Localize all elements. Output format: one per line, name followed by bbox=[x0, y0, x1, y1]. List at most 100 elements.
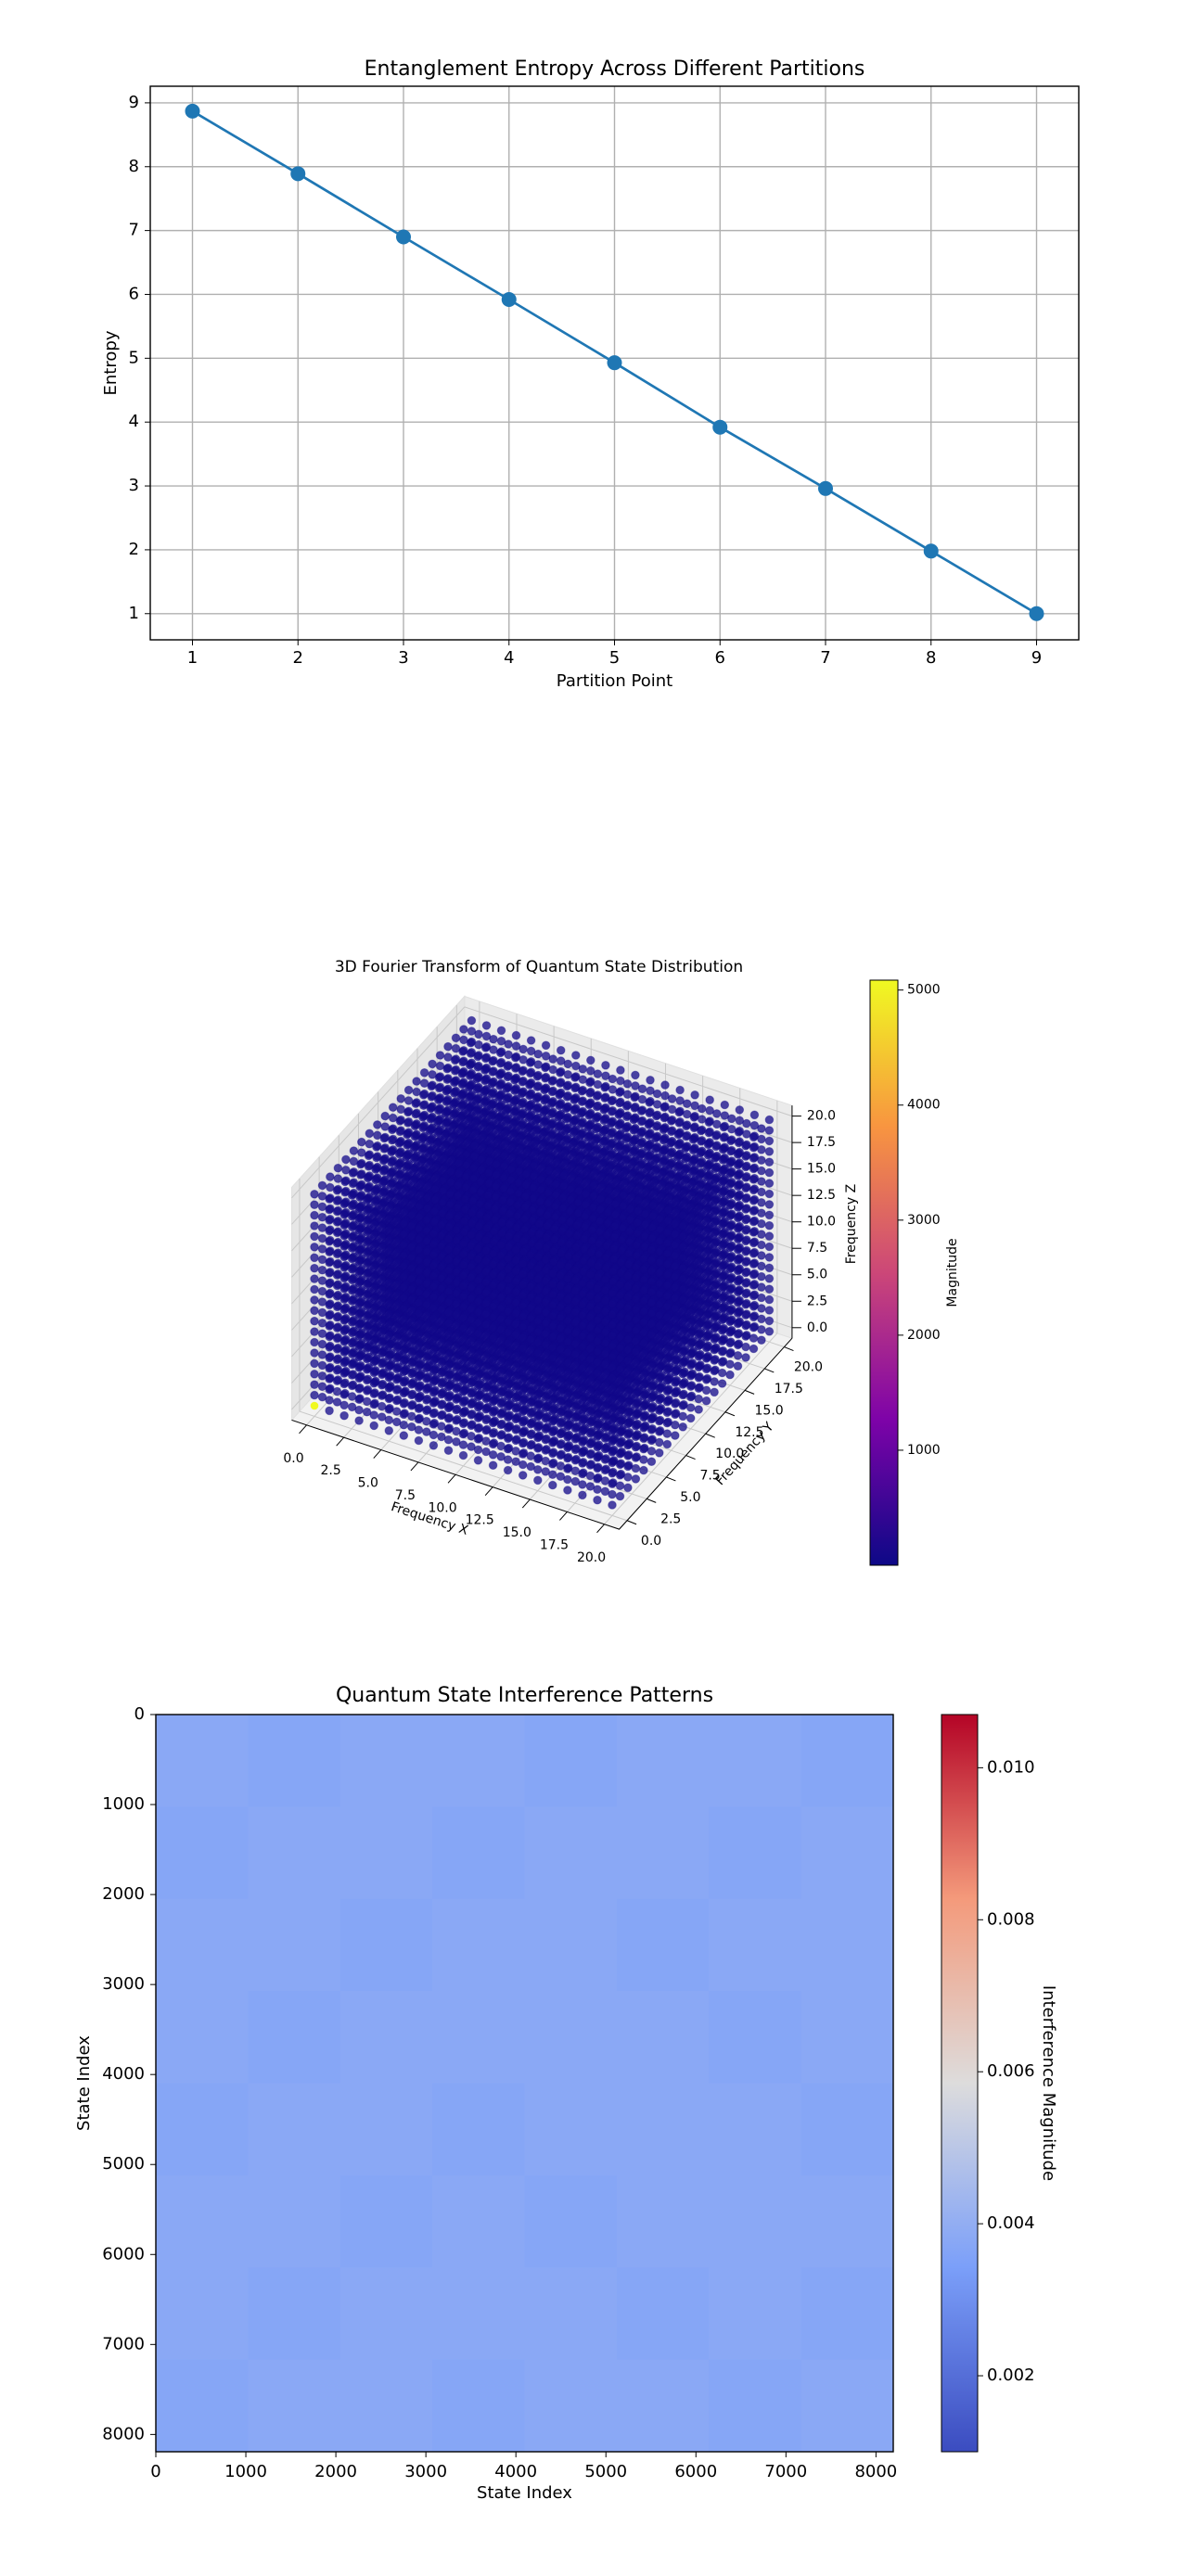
data-point bbox=[725, 1254, 735, 1263]
data-point bbox=[718, 1144, 728, 1154]
data-point bbox=[717, 1241, 727, 1251]
x-axis-label: Partition Point bbox=[557, 671, 672, 691]
data-point bbox=[517, 1089, 527, 1099]
data-point bbox=[433, 1095, 443, 1104]
x-tick-label: 5 bbox=[609, 648, 620, 668]
data-point bbox=[1029, 606, 1044, 621]
data-point bbox=[465, 1060, 475, 1070]
data-point bbox=[701, 1237, 711, 1247]
data-point bbox=[694, 1362, 704, 1372]
data-point bbox=[749, 1196, 759, 1205]
data-point bbox=[749, 1217, 759, 1227]
data-point bbox=[526, 1046, 536, 1056]
data-point bbox=[522, 1147, 532, 1157]
data-point bbox=[480, 1065, 490, 1075]
z-tick-label: 2.5 bbox=[807, 1294, 827, 1308]
data-point bbox=[481, 1021, 492, 1030]
data-point bbox=[733, 1361, 743, 1371]
data-point bbox=[634, 1173, 644, 1183]
data-point bbox=[764, 1200, 775, 1209]
data-point bbox=[712, 419, 728, 435]
data-point bbox=[695, 1171, 704, 1180]
data-point bbox=[583, 1122, 593, 1132]
y-tick-label: 12.5 bbox=[735, 1425, 763, 1440]
data-point bbox=[577, 1087, 587, 1096]
data-point bbox=[568, 1140, 578, 1150]
data-point bbox=[616, 1076, 625, 1086]
data-point bbox=[485, 1124, 495, 1133]
data-point bbox=[720, 1100, 730, 1110]
data-point bbox=[694, 1384, 704, 1393]
data-point bbox=[464, 1105, 473, 1115]
data-point bbox=[442, 1064, 452, 1074]
data-point bbox=[544, 1143, 555, 1154]
x-tick-label: 0.0 bbox=[283, 1451, 303, 1466]
x-tick-label: 7.5 bbox=[395, 1488, 416, 1503]
y-tick-label: 2 bbox=[129, 540, 139, 559]
data-point bbox=[584, 1100, 594, 1110]
data-point bbox=[578, 1065, 588, 1074]
data-point bbox=[757, 1177, 766, 1186]
data-point bbox=[449, 1100, 458, 1110]
data-point bbox=[526, 1036, 536, 1045]
data-point bbox=[710, 1366, 719, 1376]
data-point bbox=[710, 1186, 719, 1196]
data-point bbox=[507, 1142, 517, 1152]
data-point bbox=[495, 1048, 506, 1058]
data-point bbox=[741, 1173, 750, 1182]
data-point bbox=[388, 1103, 398, 1112]
data-point bbox=[726, 1136, 736, 1146]
data-point bbox=[694, 1256, 704, 1267]
data-point bbox=[764, 1167, 775, 1178]
data-point bbox=[537, 1152, 547, 1162]
data-point bbox=[185, 103, 200, 119]
data-point bbox=[690, 1090, 699, 1100]
data-point bbox=[725, 1232, 735, 1243]
y-tick-label: 17.5 bbox=[775, 1382, 803, 1396]
data-point bbox=[659, 1125, 669, 1135]
data-point bbox=[559, 1148, 570, 1158]
data-point bbox=[705, 1105, 715, 1116]
data-point bbox=[818, 480, 833, 496]
data-point bbox=[701, 1385, 711, 1396]
data-point bbox=[636, 1106, 647, 1116]
data-point bbox=[664, 1183, 673, 1192]
data-point bbox=[694, 1225, 704, 1234]
y-tick bbox=[626, 1520, 637, 1525]
x-tick bbox=[521, 1498, 531, 1509]
data-point bbox=[523, 1125, 532, 1135]
data-point bbox=[749, 1344, 759, 1354]
data-point bbox=[704, 1117, 714, 1128]
data-point bbox=[749, 1120, 760, 1130]
data-point bbox=[593, 1069, 603, 1078]
y-tick bbox=[666, 1476, 676, 1482]
data-point bbox=[541, 1063, 550, 1073]
data-point bbox=[757, 1304, 766, 1313]
data-point bbox=[428, 1059, 437, 1069]
data-point bbox=[741, 1141, 750, 1151]
data-point bbox=[651, 1133, 660, 1143]
data-point bbox=[710, 1207, 719, 1218]
data-point bbox=[516, 1111, 526, 1121]
y-tick bbox=[705, 1433, 715, 1438]
grid-line bbox=[299, 1410, 628, 1522]
data-point bbox=[701, 1364, 711, 1374]
data-point bbox=[702, 1162, 712, 1172]
data-point bbox=[757, 1293, 766, 1303]
data-point bbox=[403, 1107, 413, 1117]
data-point bbox=[629, 1115, 639, 1125]
data-point bbox=[525, 1058, 535, 1067]
plot-frame bbox=[149, 85, 1080, 641]
data-point bbox=[694, 1405, 704, 1414]
data-point bbox=[694, 1235, 704, 1245]
data-point bbox=[472, 1074, 482, 1084]
data-point bbox=[764, 1242, 775, 1252]
data-point bbox=[590, 1136, 600, 1146]
data-point bbox=[582, 1167, 592, 1177]
x-tick bbox=[373, 1449, 382, 1459]
data-point bbox=[443, 1041, 453, 1052]
data-point bbox=[749, 1302, 759, 1311]
grid-line bbox=[291, 1006, 466, 1199]
grid-line bbox=[464, 1032, 793, 1143]
data-point bbox=[717, 1305, 727, 1314]
